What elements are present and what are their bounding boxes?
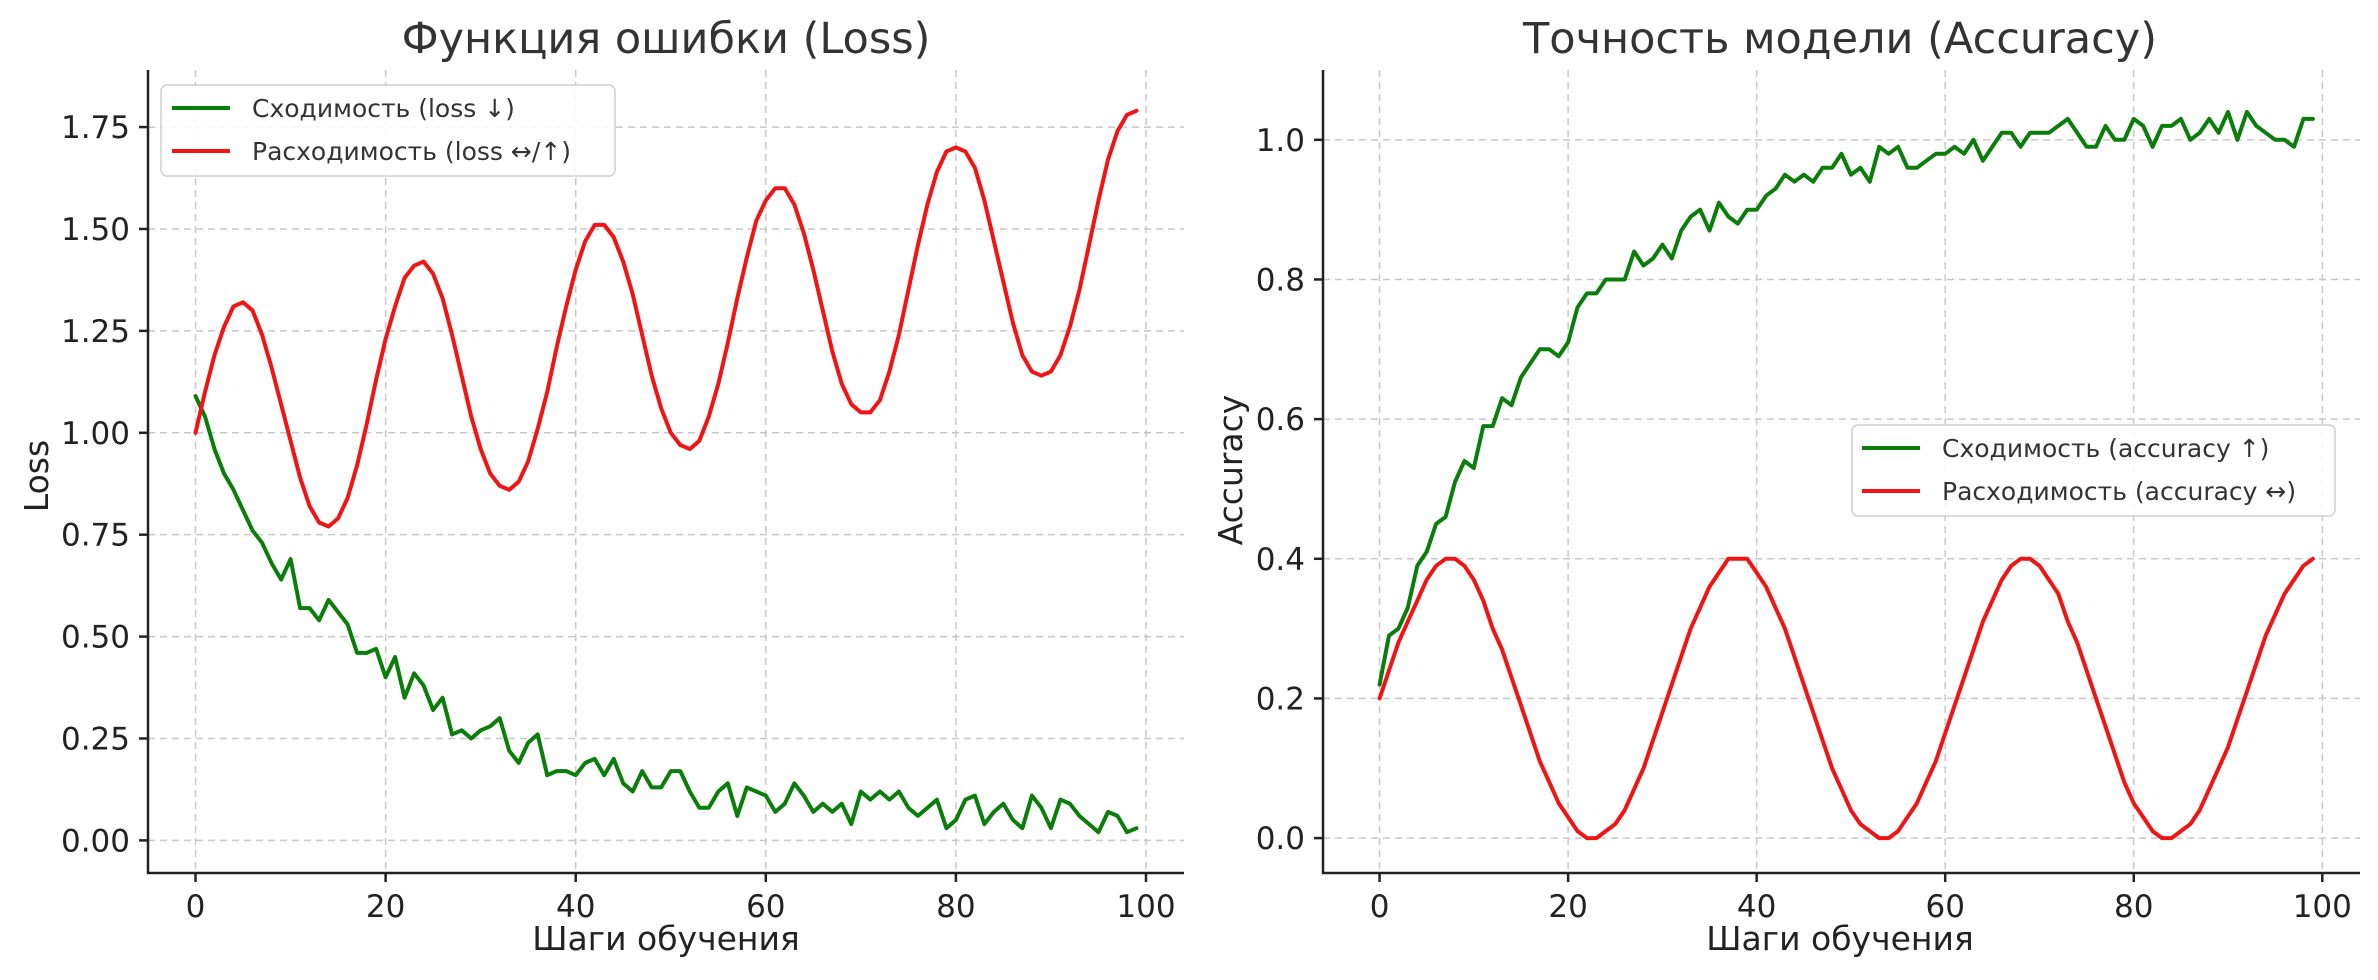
legend-box — [1851, 424, 2336, 517]
loss-chart-ytick-label: 0.00 — [61, 823, 130, 859]
loss-chart-divergence-line — [193, 108, 1139, 529]
loss-chart-legend: Сходимость (loss ↓) Расходимость (loss ↔… — [160, 84, 616, 177]
accuracy-chart-ytick-label: 0.2 — [1256, 681, 1305, 717]
loss-chart-xtick-label: 100 — [1116, 889, 1175, 925]
loss-chart-xtick-label: 20 — [366, 889, 405, 925]
accuracy-chart-xtick-label: 20 — [1548, 889, 1587, 925]
loss-chart-ytick-label: 1.25 — [61, 314, 130, 350]
accuracy-chart-ytick-label: 0.6 — [1256, 402, 1305, 438]
legend-label-divergence: Расходимость (accuracy ↔) — [1942, 477, 2296, 506]
legend-label-convergence: Сходимость (accuracy ↑) — [1942, 434, 2269, 463]
loss-chart-convergence-line — [193, 394, 1139, 835]
accuracy-chart-spines — [1321, 70, 2360, 875]
loss-chart-xtick-label: 80 — [936, 889, 975, 925]
accuracy-chart-legend: Сходимость (accuracy ↑) Расходимость (ac… — [1851, 424, 2336, 517]
accuracy-chart-ytick-label: 0.8 — [1256, 262, 1305, 298]
loss-chart-spines — [146, 70, 1184, 875]
loss-chart-ylabel: Loss — [17, 440, 56, 512]
accuracy-chart-ytick-label: 0.0 — [1256, 821, 1305, 857]
loss-chart-ytick-label: 1.00 — [61, 416, 130, 452]
loss-chart-grid — [148, 70, 1184, 873]
loss-chart-ytick-label: 0.75 — [61, 518, 130, 554]
loss-chart-xtick-label: 0 — [186, 889, 206, 925]
legend-label-divergence: Расходимость (loss ↔/↑) — [252, 137, 571, 166]
loss-chart-ytick-label: 0.25 — [61, 721, 130, 757]
accuracy-chart-xtick-label: 100 — [2293, 889, 2352, 925]
accuracy-chart-xtick-label: 40 — [1737, 889, 1776, 925]
legend-label-convergence: Сходимость (loss ↓) — [252, 94, 515, 123]
accuracy-chart-series — [1377, 109, 2315, 841]
loss-chart-xtick-label: 60 — [746, 889, 785, 925]
accuracy-chart-ylabel: Accuracy — [1211, 395, 1250, 546]
loss-chart-title: Функция ошибки (Loss) — [402, 14, 931, 64]
loss-chart-series — [193, 108, 1139, 835]
accuracy-chart-title: Точность модели (Accuracy) — [1522, 14, 2157, 64]
loss-chart-xlabel: Шаги обучения — [532, 919, 800, 958]
accuracy-chart-xtick-label: 60 — [1925, 889, 1964, 925]
legend-box — [160, 84, 616, 177]
loss-chart-xtick-label: 40 — [556, 889, 595, 925]
accuracy-chart-ticks: 0 20 40 60 80 100 0.0 0.2 0.4 0.6 0.8 1.0 — [1256, 123, 2352, 925]
accuracy-chart-convergence-line — [1377, 109, 2315, 687]
accuracy-chart-divergence-line — [1377, 556, 2315, 841]
accuracy-chart-ytick-label: 1.0 — [1256, 123, 1305, 159]
accuracy-chart-xtick-label: 0 — [1370, 889, 1390, 925]
loss-chart: Функция ошибки (Loss) Шаги обучения Loss… — [17, 14, 1184, 958]
accuracy-chart-xlabel: Шаги обучения — [1706, 919, 1974, 958]
loss-chart-ytick-label: 0.50 — [61, 620, 130, 656]
loss-chart-ytick-label: 1.50 — [61, 212, 130, 248]
loss-chart-ticks: 0 20 40 60 80 100 0.00 0.25 0.50 0.75 1.00 1.25 1.50… — [61, 110, 1176, 925]
accuracy-chart: Точность модели (Accuracy) Шаги обучения… — [1211, 14, 2360, 958]
accuracy-chart-xtick-label: 80 — [2114, 889, 2153, 925]
loss-chart-ytick-label: 1.75 — [61, 110, 130, 146]
accuracy-chart-ytick-label: 0.4 — [1256, 542, 1305, 578]
